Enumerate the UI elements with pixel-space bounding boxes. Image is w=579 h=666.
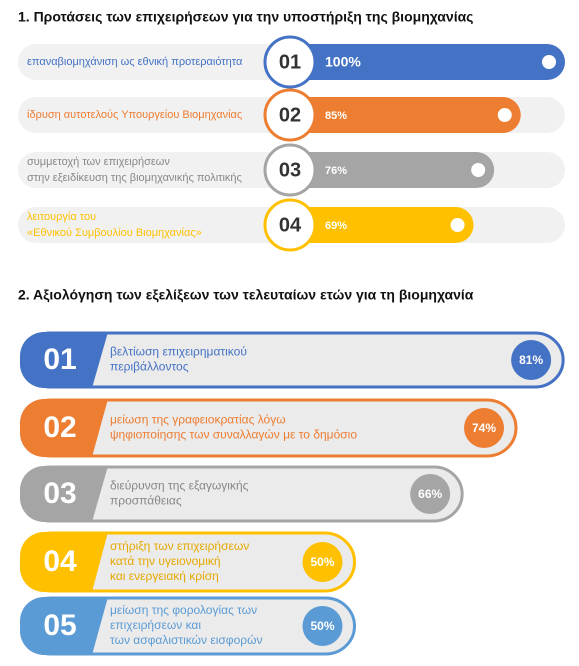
category-label: «Εθνικού Συμβουλίου Βιομηχανίας» (27, 227, 202, 239)
item-number: 04 (43, 545, 77, 578)
value-badge (464, 408, 505, 448)
item-number: 03 (279, 159, 301, 181)
category-label: συμμετοχή των επιχειρήσεων (27, 156, 170, 168)
item-number: 02 (43, 411, 76, 444)
category-label: επιχειρήσεων και (110, 618, 201, 632)
value-badge (410, 474, 451, 514)
category-label: επαναβιομηχάνιση ως εθνική προτεραιότητα (27, 56, 243, 68)
number-badge (263, 143, 317, 197)
category-label: προσπάθειας (110, 494, 182, 508)
bar-end-dot (450, 218, 465, 232)
bar-end-dot (497, 108, 512, 122)
category-label: ίδρυση αυτοτελούς Υπουργείου Βιομηχανίας (27, 109, 242, 121)
number-badge (263, 35, 317, 89)
category-label: μείωση της φορολογίας των (110, 603, 257, 617)
category-label: και ενεργειακή κρίση (110, 569, 219, 583)
value-label: 74% (472, 421, 496, 435)
bar (270, 44, 565, 80)
item-number: 01 (279, 51, 301, 73)
category-label: διεύρυνση της εξαγωγικής (110, 479, 249, 493)
category-label: ψηφιοποίησης των συναλλαγών με το δημόσι… (110, 428, 357, 442)
value-label: 66% (418, 487, 442, 501)
category-label: περιβάλλοντος (110, 360, 189, 374)
item-number: 05 (43, 609, 76, 642)
number-block (20, 466, 108, 522)
bar (270, 97, 521, 133)
value-badge (302, 606, 343, 646)
category-label: κατά την υγειονομική (110, 554, 221, 568)
bar-end-dot (542, 55, 556, 69)
number-block (20, 399, 108, 457)
category-label: των ασφαλιστικών εισφορών (110, 633, 262, 647)
category-label: βελτίωση επιχειρηματικού (110, 345, 247, 359)
value-label: 50% (310, 555, 334, 569)
bar (270, 207, 474, 243)
category-label: στήριξη των επιχειρήσεων (110, 539, 249, 553)
number-block (20, 532, 108, 592)
value-badge (511, 340, 552, 380)
value-label: 69% (325, 220, 347, 232)
number-badge (263, 88, 317, 142)
category-label: μείωση της γραφειοκρατίας λόγω (110, 413, 286, 427)
value-label: 76% (325, 165, 347, 177)
category-label: λειτουργία του (27, 211, 96, 223)
bar-end-dot (471, 163, 486, 177)
category-label: στην εξειδίκευση της βιομηχανικής πολιτι… (27, 172, 242, 184)
value-label: 50% (310, 619, 334, 633)
number-badge (263, 198, 317, 252)
chart-title: 1. Προτάσεις των επιχειρήσεων για την υπ… (18, 9, 473, 25)
value-label: 100% (325, 54, 361, 70)
number-block (20, 597, 108, 655)
value-badge (302, 542, 343, 582)
value-label: 85% (325, 110, 347, 122)
number-block (20, 332, 108, 388)
item-number: 01 (43, 343, 76, 376)
item-number: 03 (43, 477, 76, 510)
chart-title: 2. Αξιολόγηση των εξελίξεων των τελευταί… (18, 287, 474, 303)
item-number: 04 (279, 214, 302, 236)
bar (270, 152, 495, 188)
value-label: 81% (519, 353, 543, 367)
item-number: 02 (279, 104, 301, 126)
